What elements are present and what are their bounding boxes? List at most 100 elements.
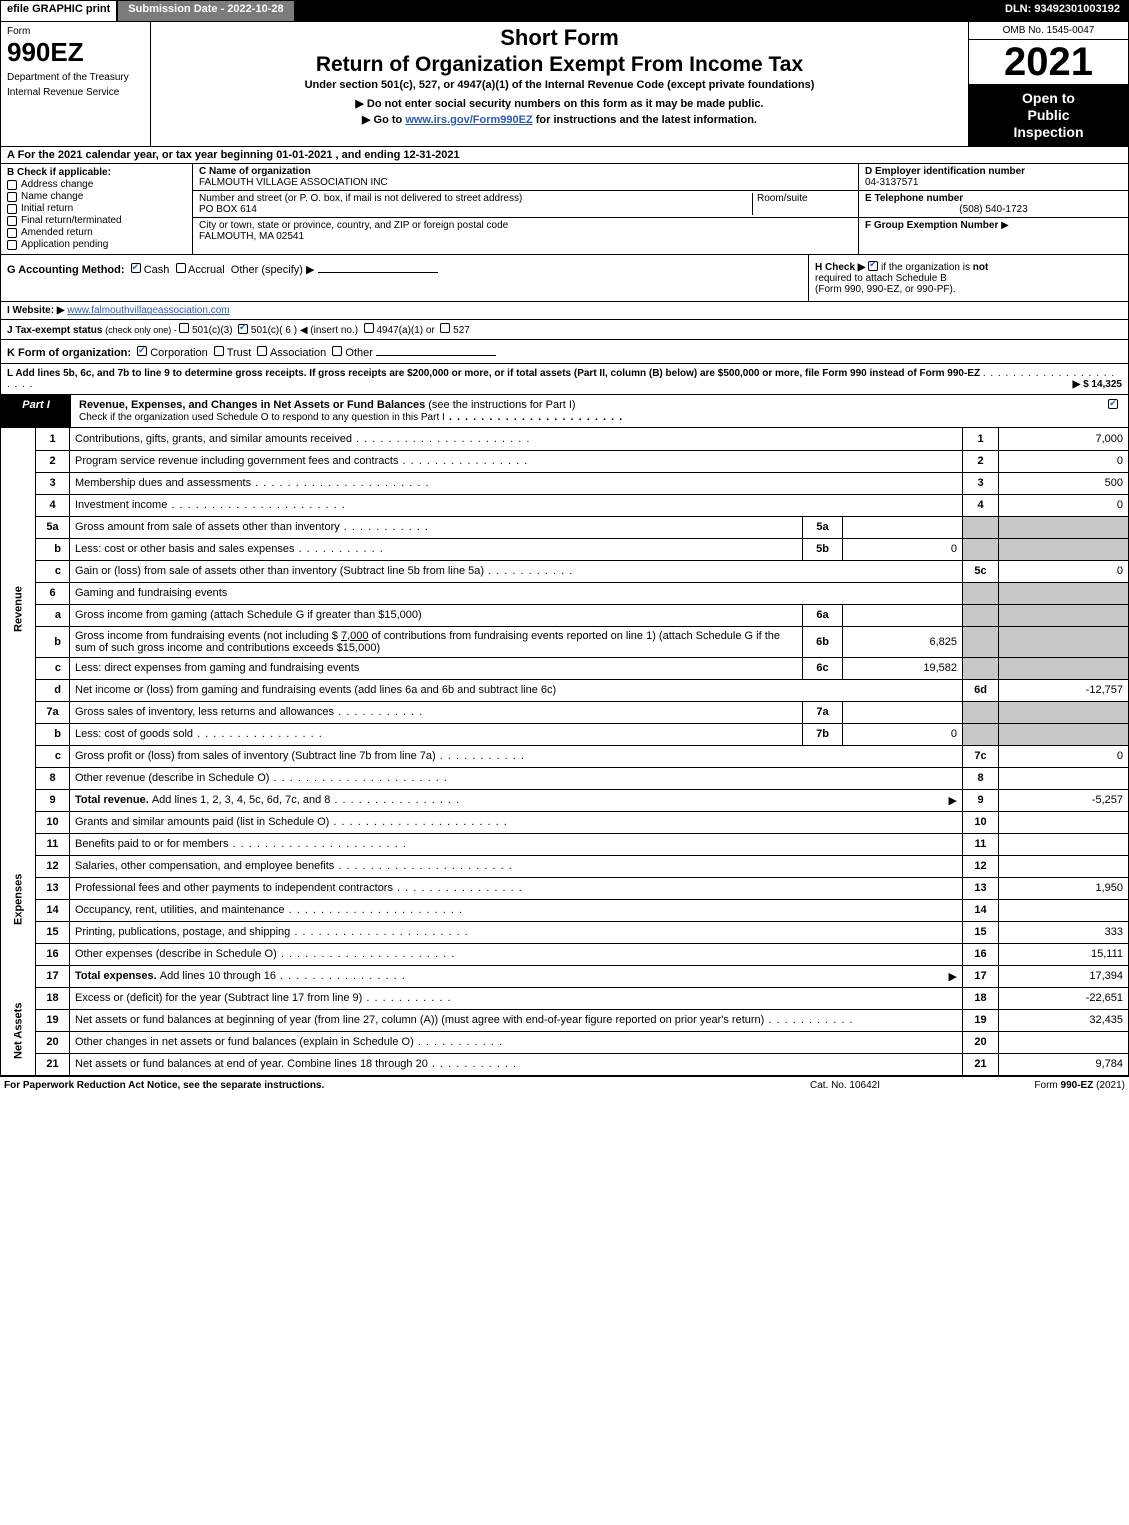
h-line2: required to attach Schedule B bbox=[815, 273, 947, 284]
h-pre: H Check ▶ bbox=[815, 262, 865, 273]
sidelabel-blank bbox=[1, 789, 36, 811]
checkbox-other-icon[interactable] bbox=[332, 346, 342, 356]
under-section: Under section 501(c), 527, or 4947(a)(1)… bbox=[157, 79, 962, 91]
c-label: C Name of organization bbox=[199, 166, 311, 177]
line-rnum: 11 bbox=[963, 833, 999, 855]
desc-text: Professional fees and other payments to … bbox=[75, 882, 393, 894]
checkbox-icon[interactable] bbox=[7, 228, 17, 238]
shade-cell bbox=[999, 516, 1129, 538]
line-6: 6 Gaming and fundraising events bbox=[1, 582, 1129, 604]
line-rnum: 12 bbox=[963, 855, 999, 877]
line-desc: Gain or (loss) from sale of assets other… bbox=[70, 560, 963, 582]
line-6b: b Gross income from fundraising events (… bbox=[1, 626, 1129, 657]
omb-number: OMB No. 1545-0047 bbox=[969, 22, 1128, 40]
chk-amended-return[interactable]: Amended return bbox=[7, 227, 186, 238]
chk-label: Name change bbox=[21, 191, 83, 202]
chk-application-pending[interactable]: Application pending bbox=[7, 239, 186, 250]
form-number: 990EZ bbox=[7, 37, 144, 68]
website-link[interactable]: www.falmouthvillageassociation.com bbox=[67, 305, 229, 316]
checkbox-accrual-icon[interactable] bbox=[176, 263, 186, 273]
inbox-label: 5b bbox=[803, 538, 843, 560]
k-label: K Form of organization: bbox=[7, 347, 131, 359]
line-amount: -5,257 bbox=[999, 789, 1129, 811]
line-1: Revenue 1 Contributions, gifts, grants, … bbox=[1, 428, 1129, 450]
l-text: L Add lines 5b, 6c, and 7b to line 9 to … bbox=[7, 368, 980, 379]
checkbox-icon[interactable] bbox=[7, 216, 17, 226]
line-desc: Gross profit or (loss) from sales of inv… bbox=[70, 745, 963, 767]
checkbox-icon[interactable] bbox=[7, 240, 17, 250]
d-label: D Employer identification number bbox=[865, 166, 1025, 177]
line-rnum: 8 bbox=[963, 767, 999, 789]
dots-icon bbox=[228, 838, 406, 850]
footer-right: Form 990-EZ (2021) bbox=[945, 1080, 1125, 1091]
dots-icon bbox=[414, 1036, 503, 1048]
line-5b: b Less: cost or other basis and sales ex… bbox=[1, 538, 1129, 560]
dots-icon bbox=[393, 882, 523, 894]
shade-cell bbox=[963, 723, 999, 745]
line-desc: Occupancy, rent, utilities, and maintena… bbox=[70, 899, 963, 921]
checkbox-icon[interactable] bbox=[7, 204, 17, 214]
part1-checkbox-cell bbox=[1098, 395, 1128, 427]
city-cell: City or town, state or province, country… bbox=[193, 218, 858, 244]
line-num: 12 bbox=[36, 855, 70, 877]
lines-table: Revenue 1 Contributions, gifts, grants, … bbox=[0, 428, 1129, 1076]
line-amount: 7,000 bbox=[999, 428, 1129, 450]
checkbox-assoc-icon[interactable] bbox=[257, 346, 267, 356]
line-rnum: 6d bbox=[963, 679, 999, 701]
g-other-input[interactable] bbox=[318, 261, 438, 273]
chk-final-return[interactable]: Final return/terminated bbox=[7, 215, 186, 226]
part1-title: Revenue, Expenses, and Changes in Net As… bbox=[71, 395, 1098, 427]
line-desc: Investment income bbox=[70, 494, 963, 516]
checkbox-527-icon[interactable] bbox=[440, 323, 450, 333]
line-amount bbox=[999, 855, 1129, 877]
tax-year: 2021 bbox=[969, 40, 1128, 84]
j-o3: 4947(a)(1) or bbox=[376, 325, 434, 336]
chk-name-change[interactable]: Name change bbox=[7, 191, 186, 202]
checkbox-schedule-o-icon[interactable] bbox=[1108, 399, 1118, 409]
line-amount: 1,950 bbox=[999, 877, 1129, 899]
line-desc: Gross amount from sale of assets other t… bbox=[70, 516, 803, 538]
checkbox-icon[interactable] bbox=[7, 180, 17, 190]
checkbox-4947-icon[interactable] bbox=[364, 323, 374, 333]
desc-text: Net assets or fund balances at end of ye… bbox=[75, 1058, 428, 1070]
checkbox-cash-icon[interactable] bbox=[131, 263, 141, 273]
city-value: FALMOUTH, MA 02541 bbox=[199, 231, 304, 242]
col-b: B Check if applicable: Address change Na… bbox=[1, 164, 193, 254]
line-21: 21 Net assets or fund balances at end of… bbox=[1, 1053, 1129, 1075]
line-7b: b Less: cost of goods sold 7b 0 bbox=[1, 723, 1129, 745]
h-post: if the organization is bbox=[881, 262, 973, 273]
irs-link[interactable]: www.irs.gov/Form990EZ bbox=[405, 114, 532, 126]
shade-cell bbox=[963, 626, 999, 657]
chk-label: Initial return bbox=[21, 203, 73, 214]
open-line1: Open to bbox=[973, 90, 1124, 107]
j-sub: (check only one) - bbox=[105, 325, 179, 335]
checkbox-501c3-icon[interactable] bbox=[179, 323, 189, 333]
checkbox-corp-icon[interactable] bbox=[137, 346, 147, 356]
inst2-post: for instructions and the latest informat… bbox=[533, 114, 757, 126]
checkbox-icon[interactable] bbox=[7, 192, 17, 202]
checkbox-h-icon[interactable] bbox=[868, 261, 878, 271]
line-amount bbox=[999, 833, 1129, 855]
line-num: 6 bbox=[36, 582, 70, 604]
line-18: Net Assets 18 Excess or (deficit) for th… bbox=[1, 987, 1129, 1009]
checkbox-trust-icon[interactable] bbox=[214, 346, 224, 356]
row-i: I Website: ▶ www.falmouthvillageassociat… bbox=[0, 302, 1129, 320]
k-other-input[interactable] bbox=[376, 344, 496, 356]
line-num: 5a bbox=[36, 516, 70, 538]
footer-right-form: 990-EZ bbox=[1061, 1080, 1094, 1091]
checkbox-501c-icon[interactable] bbox=[238, 324, 248, 334]
chk-address-change[interactable]: Address change bbox=[7, 179, 186, 190]
inbox-label: 5a bbox=[803, 516, 843, 538]
line-desc: Membership dues and assessments bbox=[70, 472, 963, 494]
row-j: J Tax-exempt status (check only one) - 5… bbox=[0, 320, 1129, 340]
chk-initial-return[interactable]: Initial return bbox=[7, 203, 186, 214]
efile-label[interactable]: efile GRAPHIC print bbox=[1, 1, 118, 21]
desc-text: Contributions, gifts, grants, and simila… bbox=[75, 433, 352, 445]
line-rnum: 13 bbox=[963, 877, 999, 899]
line-rnum: 9 bbox=[963, 789, 999, 811]
k-corp: Corporation bbox=[150, 347, 207, 359]
dln-label: DLN: 93492301003192 bbox=[997, 1, 1128, 21]
line-desc: Less: cost of goods sold bbox=[70, 723, 803, 745]
desc-text: Less: direct expenses from gaming and fu… bbox=[75, 662, 359, 674]
group-exemption-cell: F Group Exemption Number ▶ bbox=[859, 218, 1128, 233]
